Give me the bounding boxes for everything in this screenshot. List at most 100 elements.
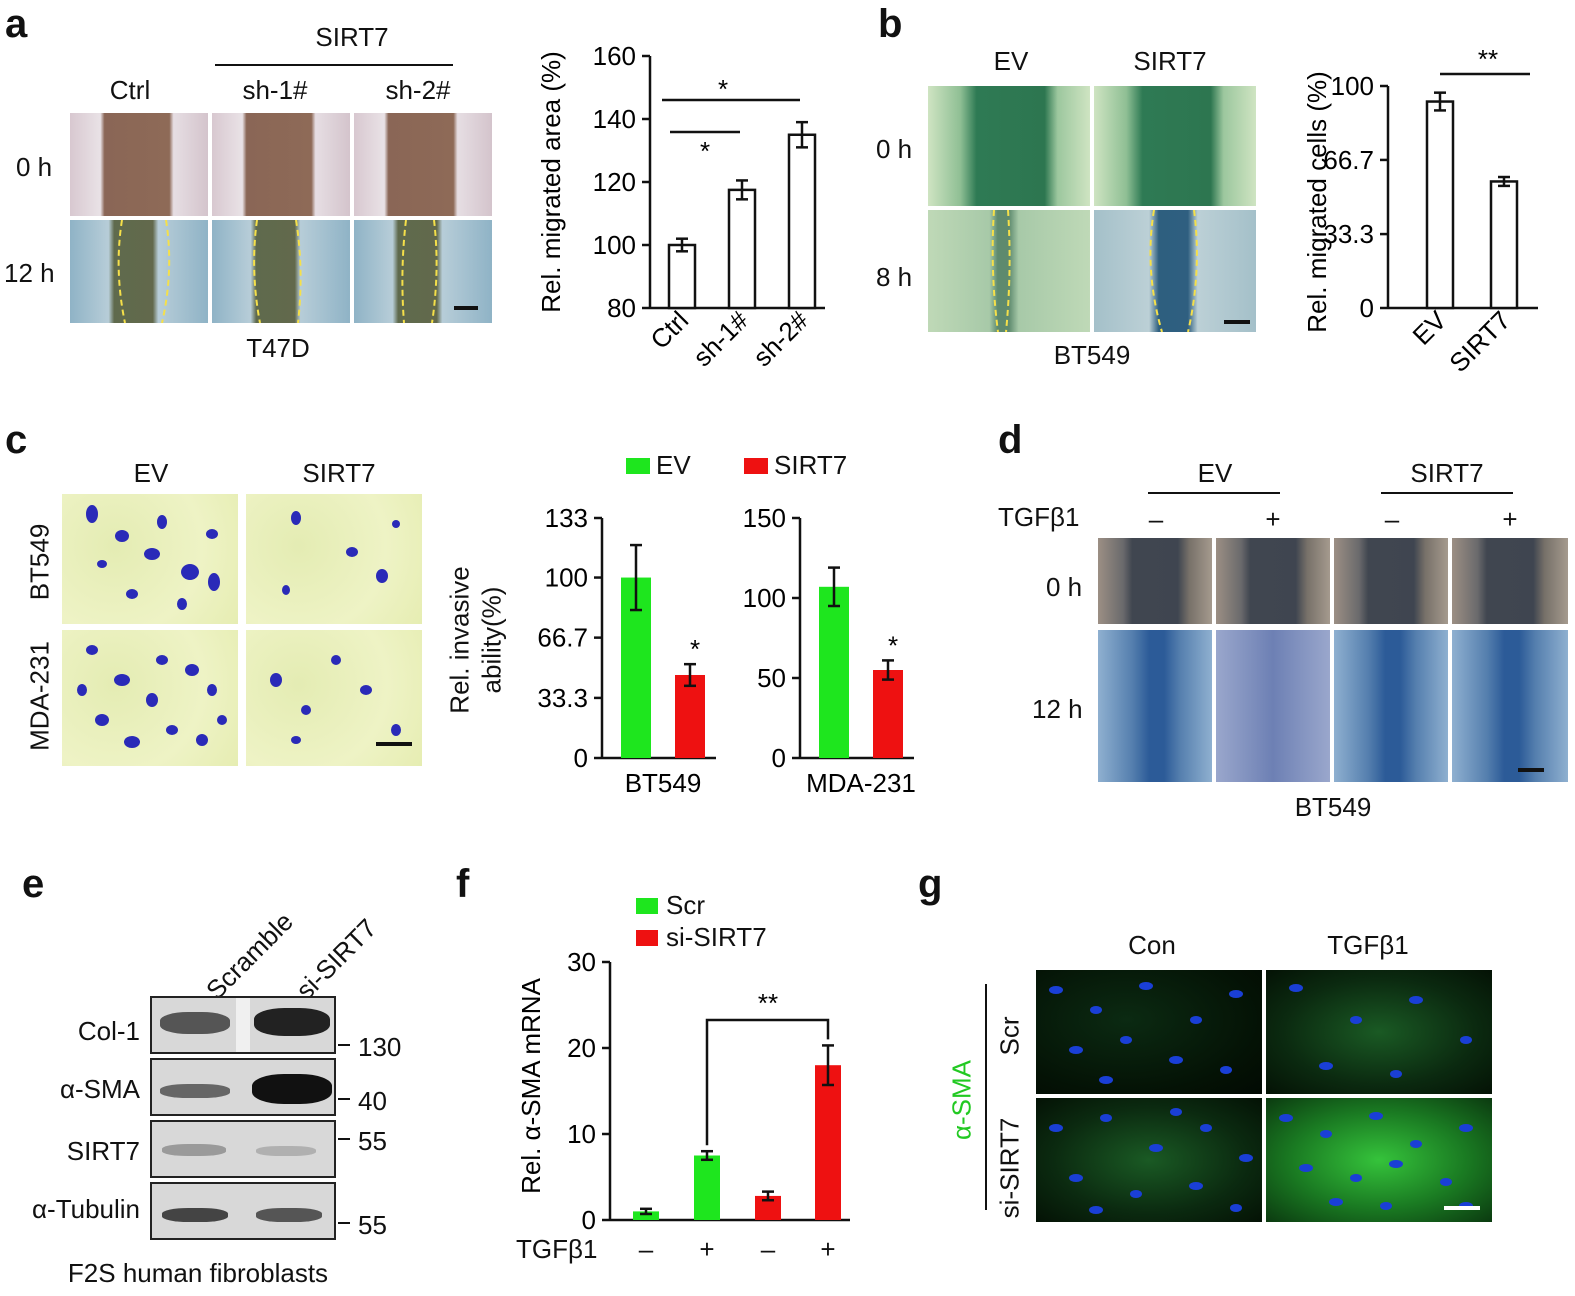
f-chart-bar-3 [815, 1065, 841, 1220]
panel-g-image-si-tgfb1 [1266, 1098, 1492, 1222]
c-chart-2-ytick-label-0: 0 [772, 743, 786, 773]
panel-a-image-sh1-12h [212, 220, 350, 323]
a-chart-bar-1 [727, 188, 757, 310]
panel-a-group-line [215, 64, 453, 66]
panel-d-ev-line [1148, 492, 1280, 494]
c-chart-1-ytick-label-2: 66.7 [537, 623, 588, 653]
panel-c-image-bt549-ev [62, 494, 238, 624]
panel-e-caption: F2S human fibroblasts [67, 1258, 329, 1288]
panel-b-scalebar [1224, 320, 1250, 324]
f-chart-bar-0 [633, 1211, 659, 1220]
b-chart-ytick-label-1: 33.3 [1323, 219, 1374, 249]
panel-a-image-sh2-12h [354, 220, 492, 323]
c-chart-1-ytick-label-0: 0 [574, 743, 588, 773]
panel-c-legend-sirt7-swatch [744, 458, 768, 474]
panel-e-marker-tick-55b [338, 1222, 350, 1224]
f-chart-sig-bracket [705, 1018, 830, 1146]
panel-g-image-si-con [1036, 1098, 1262, 1222]
a-chart-xtick-label-1: sh-1# [687, 305, 755, 373]
panel-e-blot-asma [150, 1058, 336, 1116]
c-chart-1-ytick-label-3: 100 [545, 563, 588, 593]
panel-d-image-1-0h [1098, 538, 1212, 624]
c-chart-2-ytick-label-1: 50 [757, 663, 786, 693]
b-chart-ylabel: Rel. migrated cells (%) [1302, 71, 1332, 333]
panel-a-image-sh2-0h [354, 113, 492, 216]
a-chart-ytick-label-3: 140 [593, 104, 636, 134]
b-chart-bar-1 [1489, 180, 1519, 310]
f-chart-ytick-label-1: 10 [567, 1119, 596, 1149]
panel-f-legend-si-swatch [636, 930, 658, 946]
panel-c-col-sirt7: SIRT7 [302, 458, 376, 488]
b-chart-ytick-label-2: 66.7 [1323, 145, 1374, 175]
b-chart-xtick-label-0: EV [1407, 305, 1453, 351]
b-chart-ytick-label-0: 0 [1360, 293, 1374, 323]
c-chart-2-ytick-label-3: 150 [743, 503, 786, 533]
panel-g-scalebar [1444, 1206, 1480, 1210]
c-chart-1-xlabel: BT549 [625, 768, 702, 798]
panel-f-sign-1: – [638, 1234, 654, 1264]
panel-d-image-3-12h [1334, 630, 1448, 782]
panel-d-treatment-label: TGFβ1 [998, 502, 1080, 532]
f-chart-ytick-label-0: 0 [582, 1205, 596, 1235]
panel-b-image-sirt7-0h [1094, 86, 1256, 206]
panel-f-legend-scr: Scr [666, 890, 705, 920]
panel-c-image-bt549-sirt7 [246, 494, 422, 624]
panel-b-image-ev-8h [928, 210, 1090, 332]
b-chart-xtick-label-1: SIRT7 [1443, 305, 1516, 378]
f-chart-ytick-label-3: 30 [567, 947, 596, 977]
c-chart-1-sig-label: * [690, 634, 700, 664]
panel-d-sign-1: – [1148, 504, 1164, 534]
panel-a-col-ctrl: Ctrl [109, 75, 151, 105]
panel-d-image-3-0h [1334, 538, 1448, 624]
panel-b-row-8h: 8 h [876, 262, 913, 292]
panel-b-row-0h: 0 h [876, 134, 913, 164]
a-chart-sig-label-0: * [700, 136, 710, 166]
panel-g-image-scr-con [1036, 970, 1262, 1094]
panel-g-col-con: Con [1128, 930, 1176, 960]
panel-e-protein-tubulin: α-Tubulin [32, 1194, 140, 1224]
panel-g-stain-label: α-SMA [946, 1059, 977, 1141]
panel-b-col-sirt7: SIRT7 [1133, 46, 1207, 76]
panel-d-sign-3: – [1384, 504, 1400, 534]
panel-a-chart: 80 100 120 140 160 Rel. migrated area (%) * * Ct… [536, 41, 825, 373]
panel-d-image-4-12h [1452, 630, 1568, 782]
panel-a-col-sh1: sh-1# [242, 75, 308, 105]
f-chart-ylabel: Rel. α-SMA mRNA [516, 977, 546, 1193]
a-chart-xtick-label-2: sh-2# [747, 305, 815, 373]
panel-b-image-ev-0h [928, 86, 1090, 206]
c-chart-1-ytick-label-1: 33.3 [537, 683, 588, 713]
panel-e-protein-col1: Col-1 [77, 1016, 140, 1046]
panel-d-scalebar [1518, 768, 1544, 772]
c-chart-1-ytick-label-4: 133 [545, 503, 588, 533]
panel-a-row-0h: 0 h [16, 152, 53, 182]
panel-g-col-tgfb1: TGFβ1 [1327, 930, 1409, 960]
b-chart-ytick-label-3: 100 [1331, 71, 1374, 101]
panel-f-chart: 0 10 20 30 Rel. α-SMA mRNA ** [516, 947, 850, 1235]
panel-e-lane-si-sirt7: si-SIRT7 [290, 912, 383, 1006]
panel-c-row-bt549: BT549 [24, 523, 55, 601]
panel-c-col-ev: EV [133, 458, 169, 488]
a-chart-bar-2 [787, 133, 817, 310]
c-chart-2-bar-1 [873, 670, 903, 758]
panel-e-blot-col1 [150, 996, 336, 1054]
panel-e-letter: e [22, 862, 45, 906]
panel-c-image-mda231-sirt7 [246, 630, 422, 766]
f-chart-sig-label: ** [758, 988, 778, 1018]
panel-d-row-12h: 12 h [1032, 694, 1083, 724]
panel-c-letter: c [5, 418, 28, 462]
panel-e-marker-tick-40 [338, 1098, 350, 1100]
c-chart-2-bar-0 [819, 586, 849, 758]
panel-b-col-ev: EV [993, 46, 1029, 76]
panel-d-row-0h: 0 h [1046, 572, 1083, 602]
panel-c-legend-sirt7: SIRT7 [774, 450, 848, 480]
panel-d-letter: d [998, 418, 1023, 462]
f-chart-ytick-label-2: 20 [567, 1033, 596, 1063]
panel-g-row-si-sirt7: si-SIRT7 [994, 1117, 1025, 1219]
panel-c-image-mda231-ev [62, 630, 238, 766]
panel-d-image-2-0h [1216, 538, 1330, 624]
panel-f-sign-4: + [820, 1234, 836, 1264]
panel-c-ylabel-line1: Rel. invasive [444, 566, 475, 714]
panel-a-row-12h: 12 h [4, 258, 55, 288]
panel-c-chart-1: 0 33.3 66.7 100 133 * BT549 [537, 503, 716, 798]
panel-d-group-ev: EV [1197, 458, 1233, 488]
